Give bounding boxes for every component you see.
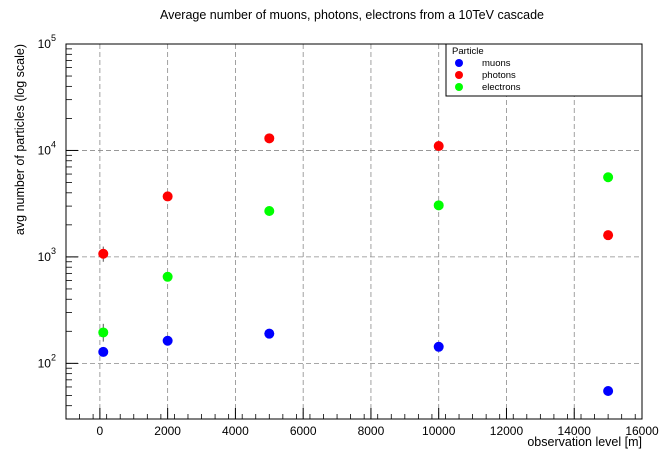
y-tick-label: 102 [38,352,56,370]
data-point-electrons [433,200,444,211]
data-series [98,133,614,396]
series-photons [98,133,614,262]
x-tick-labels: 0 2000 4000 6000 8000 10000 12000 14000 16000 [97,424,659,438]
legend-label-photons: photons [482,70,516,81]
y-axis-title: avg number of particles (log scale) [13,44,27,235]
legend-label-electrons: electrons [482,82,521,93]
data-point-electrons [162,271,173,282]
data-point-photons [433,141,444,152]
data-point-muons [162,335,173,346]
legend-title: Particle [452,46,484,57]
x-tick-label: 6000 [290,424,317,438]
y-tick-label: 103 [38,246,56,264]
plot-frame [65,43,643,420]
y-tick-label: 104 [38,139,56,157]
data-point-photons [264,133,275,144]
data-point-photons [98,248,109,259]
x-tick-label: 16000 [625,424,659,438]
legend-marker-muons [455,59,463,67]
y-tick-labels: 102 103 104 105 [38,33,56,370]
x-tick-label: 14000 [558,424,592,438]
y-tick-label: 105 [38,33,56,51]
data-point-muons [603,385,614,396]
x-tick-label: 10000 [422,424,456,438]
x-tick-label: 2000 [154,424,181,438]
data-point-photons [603,230,614,241]
data-point-electrons [264,205,275,216]
x-tick-label: 8000 [358,424,385,438]
x-axis-title: observation level [m] [527,435,642,449]
x-tick-label: 0 [97,424,104,438]
series-electrons [98,172,614,342]
grid [66,44,643,419]
series-muons [98,328,614,396]
x-tick-label: 4000 [222,424,249,438]
axis-ticks [65,43,643,420]
x-tick-label: 12000 [490,424,524,438]
legend-box [445,43,643,97]
legend-label-muons: muons [482,58,511,69]
data-point-electrons [98,327,109,338]
data-point-muons [98,346,109,357]
data-point-photons [162,191,173,202]
legend-marker-photons [455,71,463,79]
legend-marker-electrons [455,83,463,91]
data-point-electrons [603,172,614,183]
data-point-muons [264,328,275,339]
chart-title: Average number of muons, photons, electr… [160,8,544,22]
data-point-muons [433,341,444,352]
